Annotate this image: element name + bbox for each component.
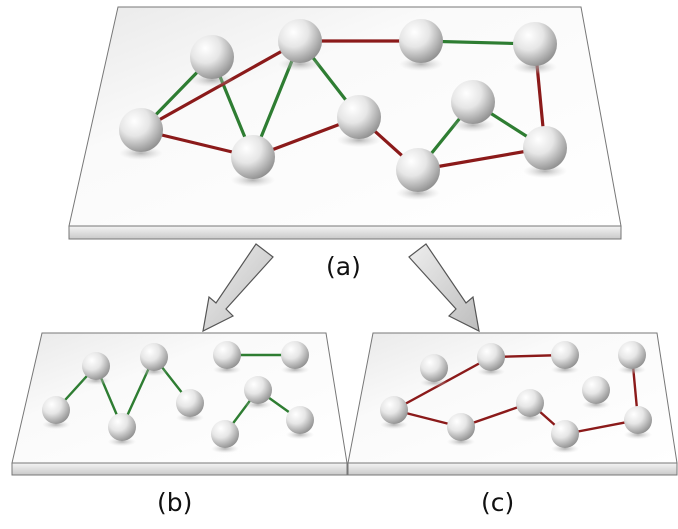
node-shadow bbox=[82, 376, 110, 386]
node-sphere bbox=[286, 406, 314, 434]
plate-b bbox=[11, 332, 348, 476]
node-sphere bbox=[42, 396, 70, 424]
label-b: (b) bbox=[157, 488, 193, 517]
node-shadow bbox=[513, 60, 557, 75]
node-shadow bbox=[108, 437, 136, 447]
node-shadow bbox=[618, 365, 646, 375]
plate-c-side bbox=[347, 462, 678, 476]
node-shadow bbox=[211, 444, 239, 454]
node-sphere bbox=[399, 19, 443, 63]
node-sphere bbox=[618, 341, 646, 369]
node-sphere bbox=[551, 341, 579, 369]
node-shadow bbox=[176, 413, 204, 423]
node-shadow bbox=[380, 420, 408, 430]
node-sphere bbox=[108, 413, 136, 441]
node-shadow bbox=[213, 365, 241, 375]
plate-a bbox=[68, 6, 622, 240]
node-shadow bbox=[582, 400, 610, 410]
node-sphere bbox=[82, 352, 110, 380]
node-shadow bbox=[523, 164, 567, 179]
node-shadow bbox=[281, 365, 309, 375]
node-shadow bbox=[451, 118, 495, 133]
node-shadow bbox=[624, 430, 652, 440]
node-sphere bbox=[244, 376, 272, 404]
node-sphere bbox=[213, 341, 241, 369]
node-sphere bbox=[516, 389, 544, 417]
label-a: (a) bbox=[326, 252, 361, 281]
node-shadow bbox=[399, 57, 443, 72]
node-shadow bbox=[286, 430, 314, 440]
node-sphere bbox=[451, 80, 495, 124]
node-shadow bbox=[42, 420, 70, 430]
label-c: (c) bbox=[481, 488, 515, 517]
node-sphere bbox=[380, 396, 408, 424]
node-shadow bbox=[190, 73, 234, 88]
node-sphere bbox=[190, 35, 234, 79]
arrow-to-b bbox=[202, 243, 274, 333]
node-sphere bbox=[551, 420, 579, 448]
node-sphere bbox=[278, 19, 322, 63]
node-shadow bbox=[244, 400, 272, 410]
node-sphere bbox=[140, 343, 168, 371]
node-sphere bbox=[231, 135, 275, 179]
node-sphere bbox=[624, 406, 652, 434]
node-sphere bbox=[119, 108, 163, 152]
node-shadow bbox=[278, 57, 322, 72]
node-sphere bbox=[420, 354, 448, 382]
node-sphere bbox=[477, 343, 505, 371]
node-sphere bbox=[337, 95, 381, 139]
node-shadow bbox=[231, 173, 275, 188]
node-shadow bbox=[551, 444, 579, 454]
plate-c bbox=[347, 332, 678, 476]
node-sphere bbox=[281, 341, 309, 369]
node-sphere bbox=[523, 126, 567, 170]
plate-b-side bbox=[11, 462, 348, 476]
node-shadow bbox=[420, 378, 448, 388]
node-shadow bbox=[516, 413, 544, 423]
plate-a-side bbox=[68, 225, 622, 240]
node-shadow bbox=[337, 133, 381, 148]
node-shadow bbox=[447, 437, 475, 447]
node-shadow bbox=[396, 186, 440, 201]
node-sphere bbox=[396, 148, 440, 192]
nodes-c bbox=[380, 341, 652, 454]
node-shadow bbox=[140, 367, 168, 377]
node-shadow bbox=[119, 146, 163, 161]
node-sphere bbox=[513, 22, 557, 66]
nodes-a bbox=[119, 19, 567, 201]
node-sphere bbox=[447, 413, 475, 441]
nodes-b bbox=[42, 341, 314, 454]
arrow-to-c bbox=[408, 243, 480, 333]
node-sphere bbox=[211, 420, 239, 448]
node-sphere bbox=[582, 376, 610, 404]
node-sphere bbox=[176, 389, 204, 417]
node-shadow bbox=[477, 367, 505, 377]
node-shadow bbox=[551, 365, 579, 375]
